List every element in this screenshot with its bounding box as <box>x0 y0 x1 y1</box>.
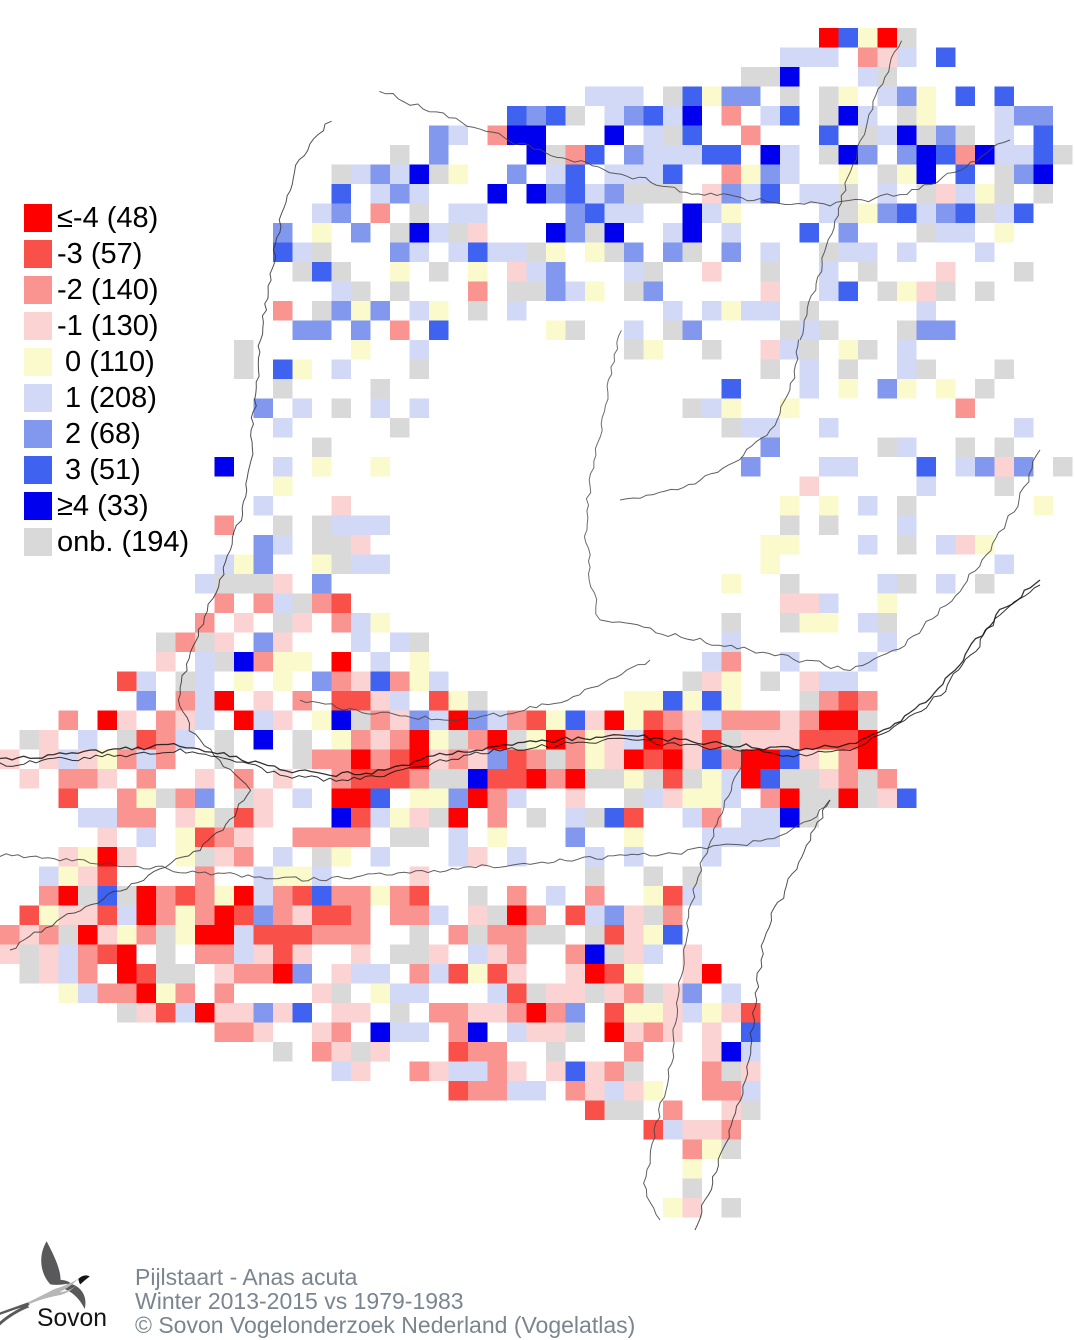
svg-text:Sovon: Sovon <box>37 1305 107 1332</box>
